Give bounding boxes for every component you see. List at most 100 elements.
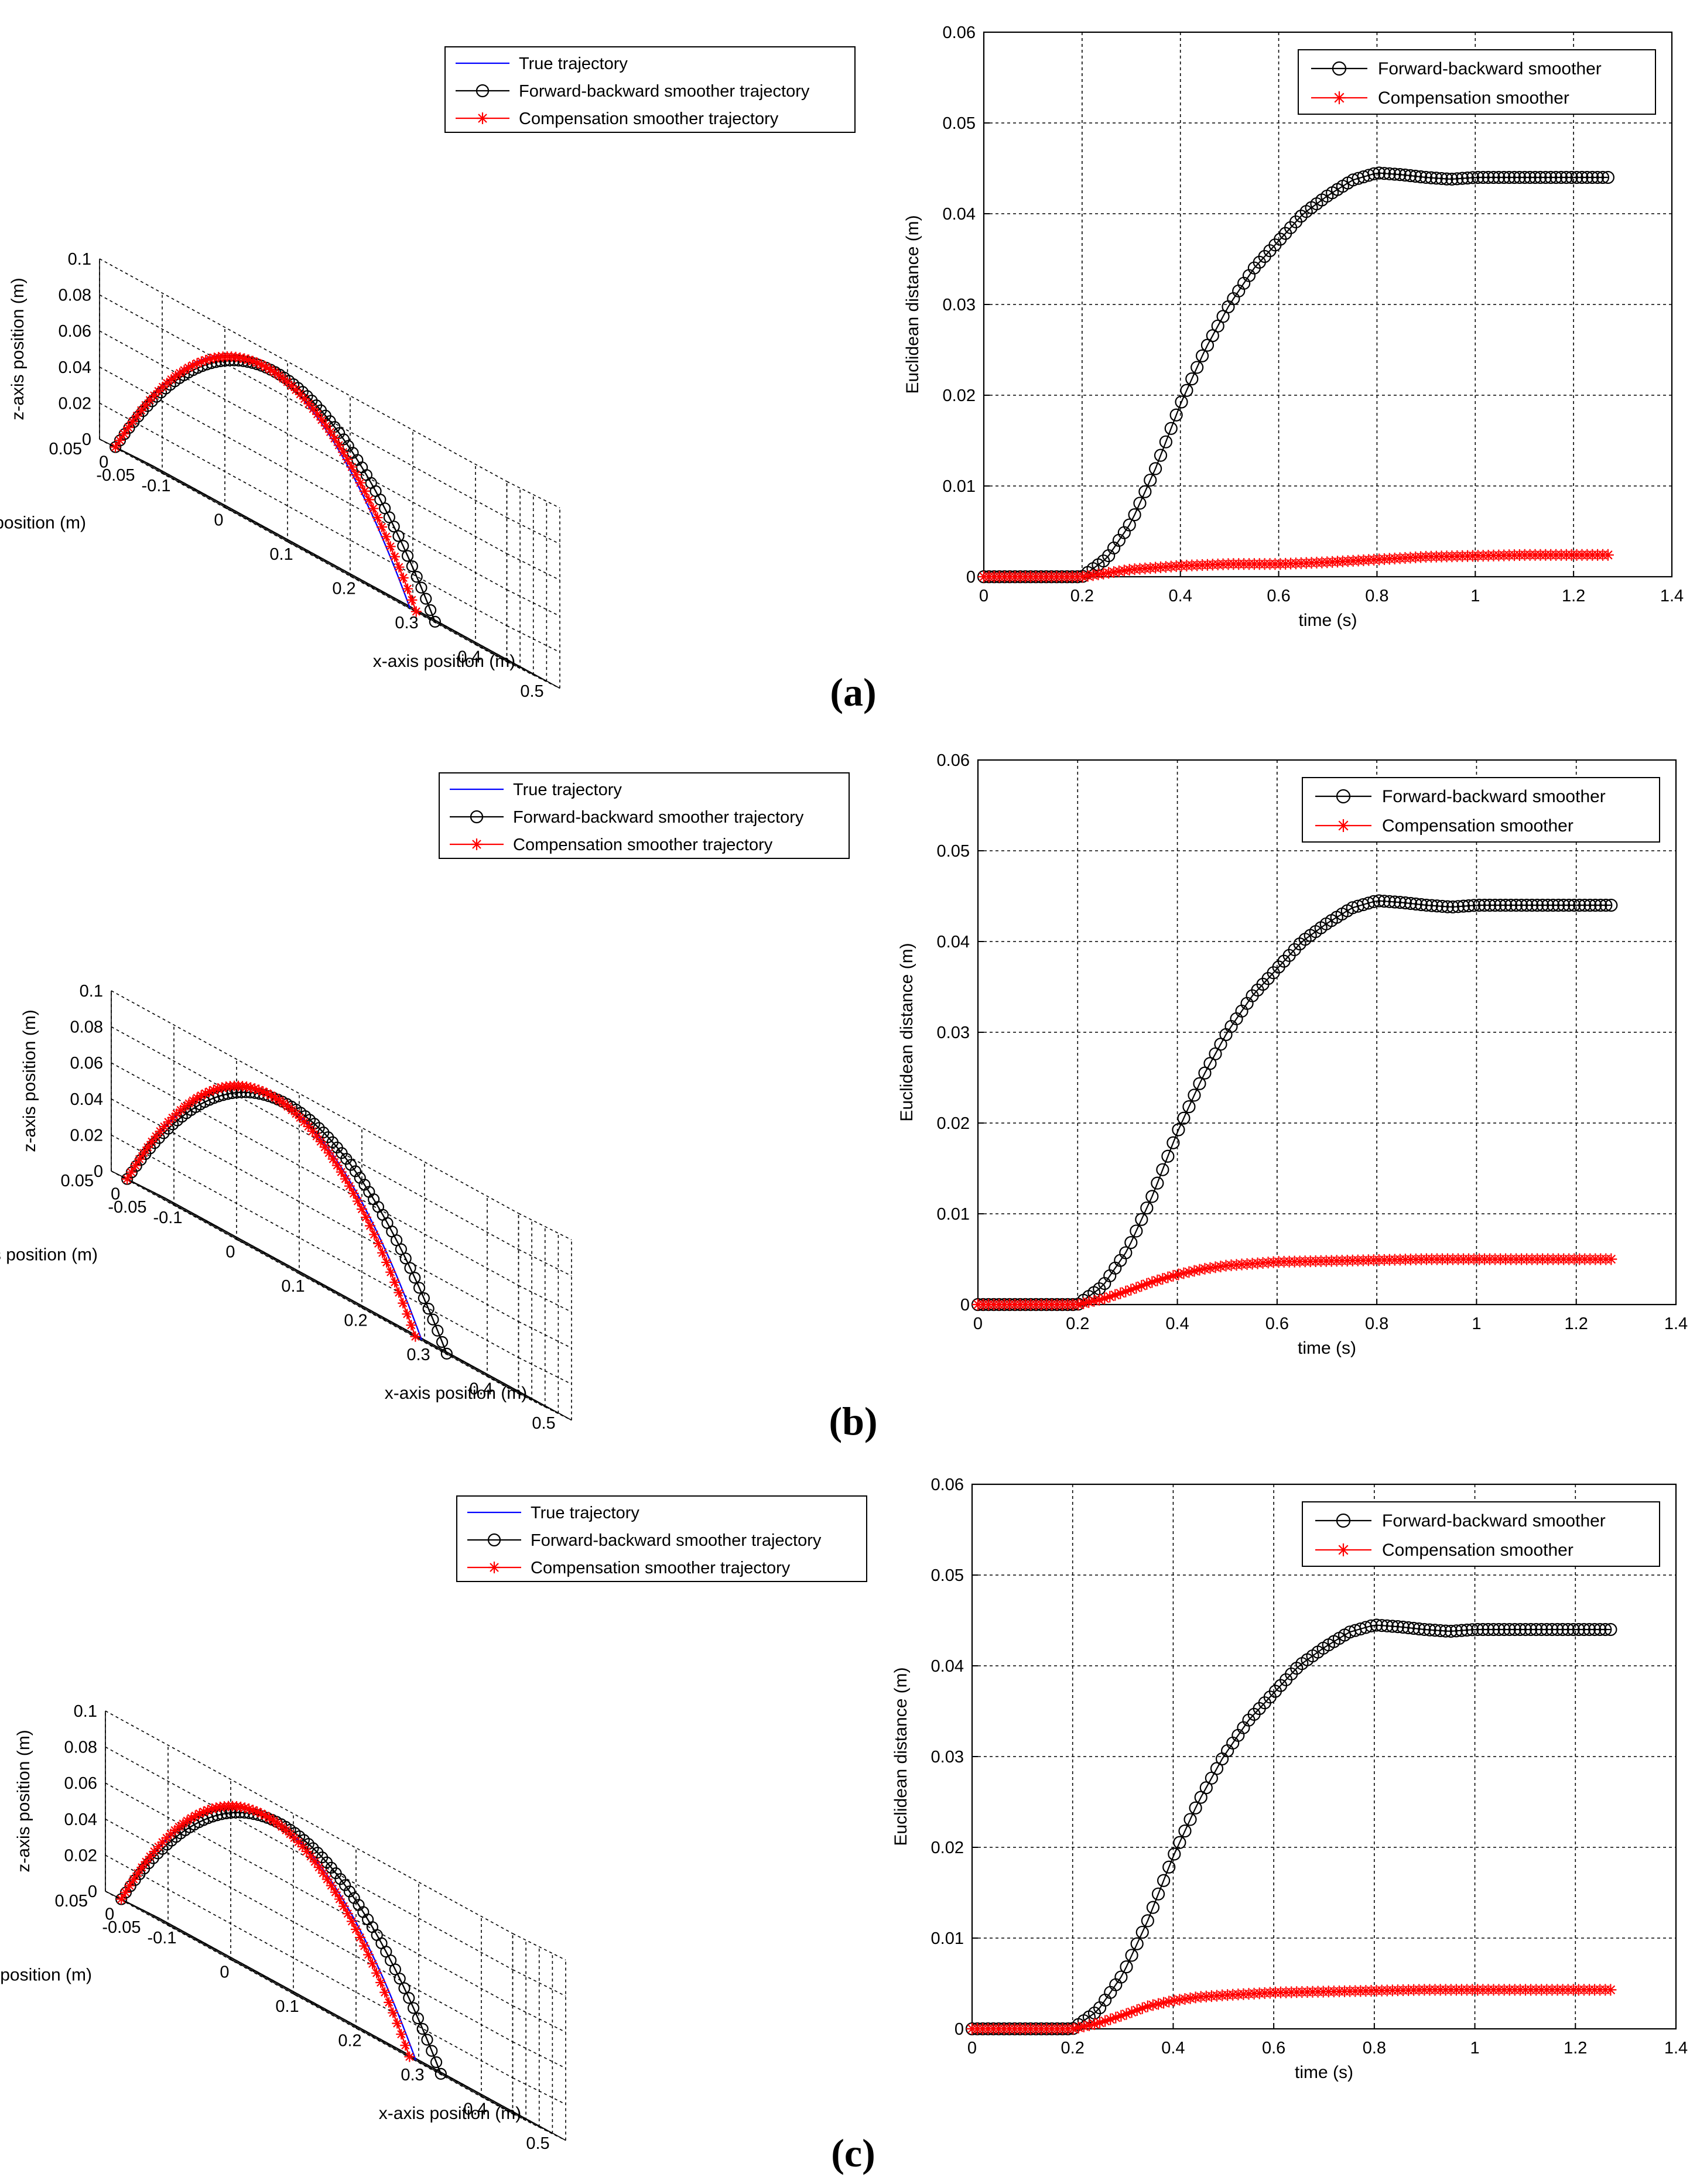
data-point xyxy=(1362,896,1375,910)
data-point xyxy=(1130,1224,1143,1238)
trajectory-point xyxy=(395,1243,407,1255)
x-tick-label: 0.3 xyxy=(406,1346,430,1364)
data-point xyxy=(1524,1622,1538,1637)
side-wall-grid-z xyxy=(105,1782,513,2007)
data-point xyxy=(1425,899,1439,912)
y-tick-label: 0 xyxy=(111,1185,120,1204)
back-wall-grid-z xyxy=(512,2077,566,2105)
x-tick-label: 1.4 xyxy=(1664,1314,1688,1333)
trajectory-point xyxy=(352,1196,363,1207)
back-wall-grid-z xyxy=(518,1249,572,1276)
trajectory-point xyxy=(260,1810,271,1821)
plot-frame xyxy=(983,31,1673,578)
trajectory-point xyxy=(123,422,134,433)
x-axis-label: x-axis position (m) xyxy=(385,1384,527,1403)
trajectory-point xyxy=(126,1166,137,1177)
error-chart-b-err: 0 0.2 0.4 0.6 0.8 1 1.2 1.4 0 0.01 0.02 0.03 0.04 0.0… xyxy=(897,751,1688,1358)
legend-label: Forward-backward smoother xyxy=(1378,59,1602,78)
x-tick-label: 0.1 xyxy=(275,1997,299,2016)
legend-box xyxy=(439,772,850,859)
trajectory-point xyxy=(116,1894,127,1905)
trajectory-point xyxy=(340,1173,351,1185)
x-axis-label: time (s) xyxy=(1298,1339,1356,1358)
trajectory-point xyxy=(194,1808,205,1819)
legend-label: True trajectory xyxy=(531,1504,639,1522)
z-axis-label: z-axis position (m) xyxy=(20,1009,39,1152)
trajectory-point xyxy=(171,1108,182,1120)
y-tick-label: 0.01 xyxy=(943,477,976,496)
data-point xyxy=(1388,167,1401,181)
trajectory-chart-a-3d: 0 0.02 0.04 0.06 0.08 0.1 -0.1 0 0.1 0.2 0.3 0.4 0.5… xyxy=(0,46,856,701)
data-point xyxy=(1578,898,1592,912)
trajectory-point xyxy=(309,1856,320,1867)
floor-grid-y xyxy=(124,1177,532,1401)
side-wall-grid-z xyxy=(99,402,507,627)
trajectory-point xyxy=(409,1272,421,1284)
trajectory-point xyxy=(270,1092,281,1103)
trajectory-point xyxy=(131,410,142,422)
legend-label: True trajectory xyxy=(519,54,628,73)
trajectory-point xyxy=(282,376,293,388)
trajectory-point xyxy=(247,355,258,367)
back-wall-grid-z xyxy=(507,589,560,617)
trajectory-point xyxy=(240,1802,251,1813)
data-point xyxy=(1605,1253,1617,1265)
x-tick-label: 1.4 xyxy=(1660,587,1684,605)
y-tick-label: 0.05 xyxy=(943,114,976,133)
y-axis-line xyxy=(105,1891,159,1918)
data-point xyxy=(1409,897,1423,911)
data-point xyxy=(1133,497,1147,510)
data-point xyxy=(1108,566,1120,578)
data-point xyxy=(1596,170,1610,184)
data-point xyxy=(1476,1622,1490,1637)
legend-box xyxy=(1302,777,1660,843)
data-point xyxy=(1599,1622,1612,1637)
trajectory-point xyxy=(385,541,396,552)
data-point xyxy=(1518,1622,1532,1637)
x-tick-label: 0.4 xyxy=(1169,587,1192,605)
trajectory-point xyxy=(317,1868,329,1879)
trajectory-point xyxy=(239,353,250,364)
data-point xyxy=(1118,564,1130,577)
data-point xyxy=(1367,167,1381,180)
x-tick-label: -0.1 xyxy=(153,1209,183,1227)
trajectory-point xyxy=(295,1112,306,1123)
trajectory-point xyxy=(404,2051,415,2062)
floor-grid-y xyxy=(125,451,534,676)
floor-grid-y xyxy=(118,1897,526,2121)
data-point xyxy=(1566,1622,1580,1637)
trajectory-point xyxy=(243,354,254,365)
data-point xyxy=(1525,898,1539,912)
data-point xyxy=(1072,2021,1085,2034)
trajectory-point xyxy=(330,1887,341,1898)
trajectory-point xyxy=(175,1104,186,1115)
trajectory-point xyxy=(258,1086,269,1097)
trajectory-point xyxy=(149,390,160,401)
trajectory-point xyxy=(315,1136,326,1147)
data-point xyxy=(1383,167,1396,180)
data-point xyxy=(1083,2019,1095,2031)
data-point xyxy=(1398,168,1412,182)
data-point xyxy=(1184,1992,1196,2004)
data-point xyxy=(1551,1622,1564,1637)
trajectory-point xyxy=(388,2007,399,2018)
x-tick-label: 1.4 xyxy=(1664,2039,1688,2058)
data-point xyxy=(1466,171,1480,184)
trajectory-point xyxy=(150,1131,162,1142)
trajectory-point xyxy=(420,593,432,605)
data-point xyxy=(1488,898,1502,912)
data-point xyxy=(1151,1887,1165,1901)
z-tick-label: 0 xyxy=(88,1882,97,1901)
trajectory-point xyxy=(159,1121,170,1132)
trajectory-point xyxy=(406,594,418,605)
x-tick-label: 0.1 xyxy=(269,545,293,564)
trajectory-point xyxy=(422,1303,435,1315)
trajectory-point xyxy=(320,420,331,432)
trajectory-point xyxy=(389,1276,401,1288)
data-point xyxy=(1199,1262,1211,1275)
data-point xyxy=(1194,1791,1207,1804)
trajectory-point xyxy=(153,1841,164,1852)
data-point xyxy=(1104,1290,1116,1303)
y-tick-label: -0.05 xyxy=(108,1198,146,1217)
data-point xyxy=(1145,1190,1159,1203)
